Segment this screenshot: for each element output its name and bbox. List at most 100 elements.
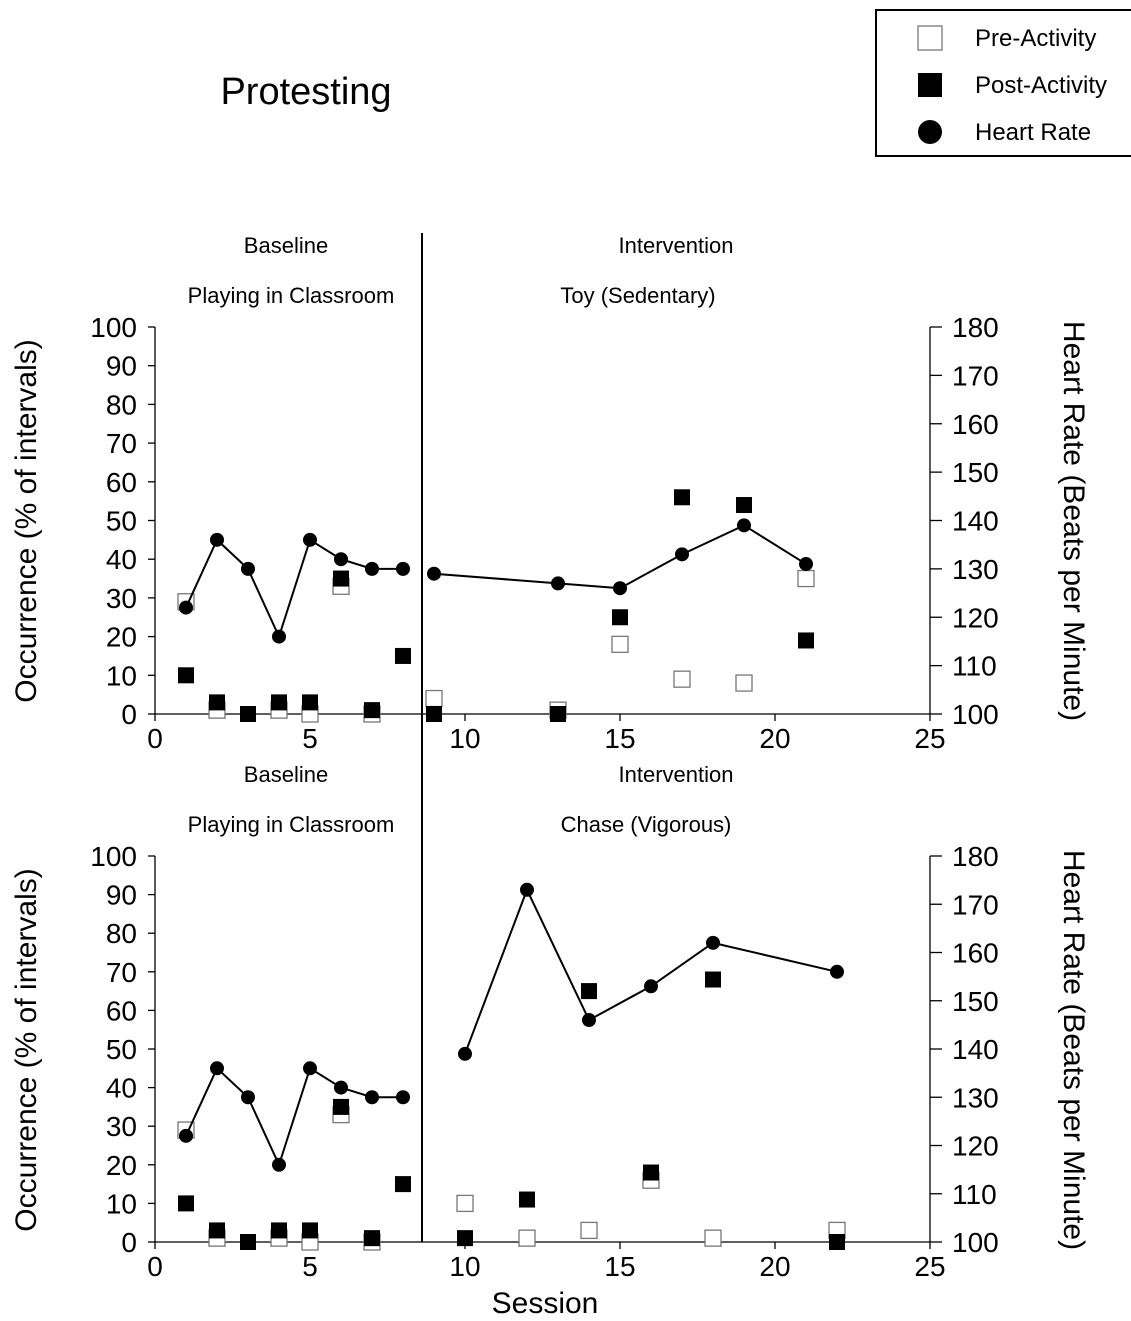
heart-rate-line (433, 524, 807, 590)
pre-activity-point (673, 670, 691, 688)
post-activity-point (271, 694, 287, 711)
heart-rate-point (737, 518, 751, 533)
post-activity-point (457, 1230, 473, 1247)
condition-label-baseline: Playing in Classroom (188, 283, 395, 308)
heart-rate-point (210, 1061, 224, 1076)
pre-activity-point (518, 1229, 536, 1247)
post-activity-point (302, 694, 318, 711)
x-tick-label: 5 (302, 1251, 318, 1282)
pre-activity-point (580, 1221, 598, 1240)
y-tick-label-left: 50 (106, 1034, 137, 1065)
heart-rate-point (334, 552, 348, 567)
y-tick-label-left: 30 (106, 583, 137, 614)
y-tick-label-right: 160 (952, 938, 999, 969)
phase-label-intervention: Intervention (619, 233, 734, 258)
y-tick-label-right: 140 (952, 1034, 999, 1065)
y-tick-label-left: 90 (106, 351, 137, 382)
heart-rate-point (427, 566, 441, 581)
post-activity-point (395, 1176, 411, 1193)
heart-rate-point (396, 1090, 410, 1105)
phase-label-intervention: Intervention (619, 762, 734, 787)
y-tick-label-left: 60 (106, 995, 137, 1026)
y-tick-label-left: 70 (106, 428, 137, 459)
y-tick-label-right: 100 (952, 1227, 999, 1258)
x-tick-label: 20 (759, 723, 790, 754)
heart-rate-point (706, 935, 720, 950)
condition-label-intervention: Toy (Sedentary) (560, 283, 715, 308)
heart-rate-point (799, 557, 813, 572)
legend-marker-heart-rate (918, 120, 942, 144)
y-tick-label-right: 100 (952, 699, 999, 730)
post-activity-point (395, 647, 411, 664)
x-tick-label: 10 (449, 1251, 480, 1282)
post-activity-point (209, 694, 225, 711)
y-tick-label-right: 130 (952, 1082, 999, 1113)
pre-activity-point (704, 1229, 722, 1247)
y-axis-label-right: Heart Rate (Beats per Minute) (1057, 850, 1090, 1250)
post-activity-point (519, 1191, 535, 1208)
y-axis-label-right: Heart Rate (Beats per Minute) (1057, 321, 1090, 721)
y-tick-label-right: 120 (952, 1131, 999, 1162)
pre-activity-point (611, 635, 629, 653)
post-activity-point (333, 1098, 349, 1115)
y-tick-label-left: 90 (106, 880, 137, 911)
phase-label-baseline: Baseline (244, 762, 328, 787)
x-tick-label: 0 (147, 1251, 163, 1282)
heart-rate-line (185, 538, 403, 640)
heart-rate-line (464, 887, 838, 1055)
post-activity-point (364, 1230, 380, 1247)
heart-rate-point (613, 581, 627, 596)
y-tick-label-right: 150 (952, 986, 999, 1017)
post-activity-point (736, 497, 752, 514)
y-tick-label-left: 100 (90, 841, 137, 872)
post-activity-point (240, 706, 256, 722)
pre-activity-point (425, 689, 443, 708)
y-tick-label-left: 30 (106, 1111, 137, 1142)
heart-rate-point (179, 600, 193, 615)
y-tick-label-right: 150 (952, 457, 999, 488)
post-activity-point (302, 1222, 318, 1239)
legend-label-post-activity: Post-Activity (975, 72, 1107, 99)
heart-rate-point (520, 882, 534, 897)
legend-label-heart-rate: Heart Rate (975, 119, 1091, 146)
legend: Pre-Activity Post-Activity Heart Rate (875, 9, 1131, 157)
x-tick-label: 10 (449, 723, 480, 754)
x-tick-label: 5 (302, 723, 318, 754)
x-tick-label: 0 (147, 723, 163, 754)
pre-activity-point (456, 1194, 474, 1213)
y-tick-label-left: 20 (106, 1150, 137, 1181)
post-activity-point (364, 702, 380, 719)
post-activity-point (798, 632, 814, 649)
panel-toy-sedentary: Baseline Intervention Playing in Classro… (10, 233, 1090, 754)
y-tick-label-right: 130 (952, 554, 999, 585)
post-activity-point (426, 706, 442, 722)
condition-label-baseline: Playing in Classroom (188, 812, 395, 837)
y-axis-label-left: Occurrence (% of intervals) (10, 339, 43, 702)
y-tick-label-left: 50 (106, 506, 137, 537)
heart-rate-point (210, 532, 224, 547)
x-tick-label: 20 (759, 1251, 790, 1282)
post-activity-point (178, 667, 194, 684)
x-axis-label: Session (492, 1287, 599, 1320)
post-activity-point (612, 609, 628, 626)
heart-rate-point (303, 532, 317, 547)
y-tick-label-left: 0 (121, 699, 137, 730)
y-tick-label-left: 10 (106, 660, 137, 691)
heart-rate-point (582, 1013, 596, 1028)
y-tick-label-left: 40 (106, 544, 137, 575)
chart-title: Protesting (220, 71, 391, 113)
heart-rate-point (551, 576, 565, 591)
condition-label-intervention: Chase (Vigorous) (561, 812, 732, 837)
heart-rate-line (185, 1066, 403, 1168)
y-tick-label-right: 180 (952, 841, 999, 872)
y-axis-label-left: Occurrence (% of intervals) (10, 868, 43, 1231)
heart-rate-point (272, 1157, 286, 1172)
post-activity-point (643, 1164, 659, 1181)
heart-rate-point (365, 1090, 379, 1105)
y-tick-label-left: 60 (106, 467, 137, 498)
y-tick-label-left: 0 (121, 1227, 137, 1258)
y-tick-label-left: 80 (106, 389, 137, 420)
post-activity-point (550, 706, 566, 722)
y-tick-label-left: 20 (106, 622, 137, 653)
